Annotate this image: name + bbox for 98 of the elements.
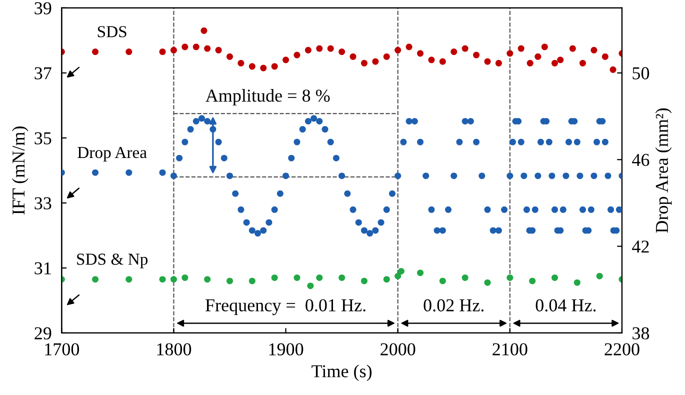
point <box>126 276 132 283</box>
point <box>294 52 300 58</box>
y2-axis-title: Drop Area (mm²) <box>655 108 672 233</box>
point <box>238 60 244 66</box>
x-tick-label: 2200 <box>604 343 640 356</box>
point <box>462 274 468 281</box>
point <box>569 45 576 52</box>
point <box>170 276 177 283</box>
x-tick-label: 1700 <box>45 343 80 356</box>
point <box>551 60 558 66</box>
point <box>248 63 256 70</box>
y-tick-label: 29 <box>34 327 52 340</box>
point <box>182 44 188 50</box>
point <box>551 274 558 281</box>
point <box>360 60 368 66</box>
point <box>417 270 424 276</box>
y-axis-title: IFT (mN/m) <box>12 126 28 215</box>
point <box>200 27 208 34</box>
point <box>394 272 402 280</box>
point <box>526 60 534 66</box>
point <box>428 56 435 64</box>
point <box>372 58 379 65</box>
x-axis-title: Time (s) <box>312 364 372 382</box>
x-tick-label: 1900 <box>269 343 304 356</box>
point <box>307 282 314 290</box>
y2-tick-label: 50 <box>632 67 650 80</box>
point <box>304 46 312 54</box>
annotation: Amplitude = 8 % <box>206 89 330 106</box>
point <box>327 45 334 52</box>
point <box>473 52 480 58</box>
point <box>350 53 356 60</box>
y-tick-label: 31 <box>34 262 51 274</box>
series-label: SDS <box>98 26 126 38</box>
point <box>226 278 234 284</box>
point <box>534 53 542 60</box>
point <box>316 274 323 281</box>
point <box>248 278 256 284</box>
point <box>484 279 491 286</box>
point <box>215 46 222 54</box>
point <box>580 60 586 66</box>
point <box>439 278 446 284</box>
series-label: Drop Area <box>78 146 147 162</box>
y-tick-label: 39 <box>34 2 52 14</box>
point <box>383 53 390 60</box>
point <box>506 50 514 57</box>
point <box>360 278 368 284</box>
point <box>271 63 278 70</box>
point <box>398 268 404 274</box>
point <box>541 44 548 50</box>
point <box>394 46 402 54</box>
point <box>590 46 598 54</box>
point <box>574 279 580 286</box>
point <box>316 45 323 52</box>
point <box>204 45 211 52</box>
point <box>192 44 200 50</box>
point <box>484 58 491 65</box>
point <box>383 276 390 283</box>
point <box>260 64 267 72</box>
x-tick-label: 2100 <box>492 343 528 356</box>
point <box>518 45 524 52</box>
point <box>92 48 99 56</box>
y2-tick-label: 38 <box>632 327 650 340</box>
y2-tick-label: 42 <box>632 240 649 253</box>
point <box>271 274 278 281</box>
annotation: 0.02 Hz. <box>424 299 484 312</box>
y-tick-label: 37 <box>34 67 52 80</box>
point <box>506 274 514 281</box>
y-tick-label: 33 <box>34 197 52 210</box>
point <box>338 274 346 281</box>
series-label: SDS & Np <box>77 254 148 268</box>
point <box>596 272 603 280</box>
point <box>439 58 446 65</box>
point <box>406 44 412 50</box>
point <box>450 48 458 56</box>
point <box>610 66 616 73</box>
point <box>159 276 166 283</box>
point <box>529 278 536 284</box>
point <box>159 48 166 56</box>
point <box>126 48 132 56</box>
x-tick-label: 1800 <box>157 343 192 356</box>
point <box>182 274 188 281</box>
point <box>602 53 608 60</box>
point <box>338 48 346 56</box>
point <box>294 274 300 281</box>
point <box>495 60 502 66</box>
point <box>417 50 424 57</box>
annotation: Frequency = 0.01 Hz. <box>205 299 366 316</box>
annotation: 0.04 Hz. <box>536 299 596 312</box>
point <box>462 45 468 52</box>
point <box>226 53 234 60</box>
point <box>282 56 290 64</box>
point <box>557 56 564 64</box>
point <box>204 276 211 283</box>
y-tick-label: 35 <box>34 132 52 144</box>
y2-tick-label: 46 <box>632 154 650 166</box>
point <box>92 276 99 283</box>
point <box>170 46 177 54</box>
x-tick-label: 2000 <box>380 343 416 356</box>
